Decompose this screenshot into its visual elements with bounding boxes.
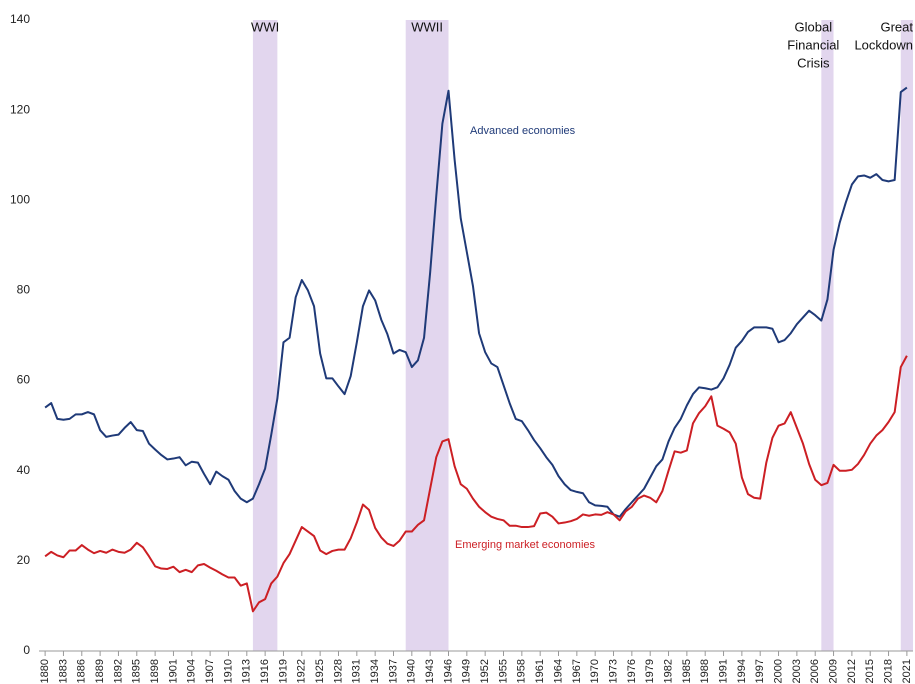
x-tick-label: 1988 [699,659,711,683]
x-tick-label: 2006 [809,659,821,683]
x-tick-label: 1955 [497,659,509,683]
x-tick-label: 1997 [754,659,766,683]
period-label: Financial [787,37,839,52]
series-line [44,355,908,613]
period-label: Crisis [797,55,830,70]
x-tick-label: 2018 [882,659,894,683]
x-tick-label: 1883 [57,659,69,683]
x-tick-label: 1991 [717,659,729,683]
x-tick-label: 1967 [571,659,583,683]
x-tick-label: 1973 [607,659,619,683]
x-tick-label: 1994 [736,659,748,683]
x-tick-label: 1886 [76,659,88,683]
y-tick-label: 80 [17,283,31,297]
x-tick-label: 1898 [149,659,161,683]
x-tick-label: 1910 [222,659,234,683]
series-line [44,86,908,518]
x-tick-label: 1901 [167,659,179,683]
x-tick-label: 1934 [369,659,381,683]
period-label: Global [795,19,833,34]
period-label: WWII [411,19,443,34]
x-tick-label: 2000 [772,659,784,683]
x-tick-label: 1961 [534,659,546,683]
x-tick-label: 2021 [901,659,913,683]
x-tick-label: 1979 [644,659,656,683]
period-label: WWI [251,19,279,34]
period-label: Lockdown [854,37,913,52]
x-tick-label: 1943 [424,659,436,683]
x-tick-label: 2003 [791,659,803,683]
x-tick-label: 1940 [406,659,418,683]
y-tick-label: 100 [10,192,30,206]
period-band [821,20,834,651]
x-tick-label: 1880 [39,659,51,683]
y-tick-label: 60 [17,373,31,387]
x-tick-label: 1913 [241,659,253,683]
x-tick-label: 2015 [864,659,876,683]
x-tick-label: 1964 [552,659,564,683]
y-tick-label: 40 [17,463,31,477]
x-tick-label: 1976 [626,659,638,683]
x-tick-label: 1937 [387,659,399,683]
y-tick-label: 140 [10,12,30,26]
x-tick-label: 1952 [479,659,491,683]
x-tick-label: 1949 [461,659,473,683]
x-tick-label: 2009 [827,659,839,683]
x-tick-label: 1892 [112,659,124,683]
x-tick-label: 1970 [589,659,601,683]
x-tick-label: 2012 [846,659,858,683]
x-tick-label: 1931 [351,659,363,683]
x-tick-label: 1904 [186,659,198,683]
period-band [252,20,278,651]
x-tick-label: 1895 [131,659,143,683]
x-tick-label: 1925 [314,659,326,683]
period-band [900,20,913,651]
y-tick-label: 20 [17,553,31,567]
series-label: Emerging market economies [455,539,596,551]
x-tick-label: 1928 [332,659,344,683]
y-tick-label: 0 [23,643,30,657]
x-tick-label: 1919 [277,659,289,683]
period-band [405,20,449,651]
x-tick-label: 1985 [681,659,693,683]
x-tick-label: 1982 [662,659,674,683]
x-tick-label: 1922 [296,659,308,683]
x-tick-label: 1946 [442,659,454,683]
x-tick-label: 1889 [94,659,106,683]
period-label: Great [880,19,913,34]
x-tick-label: 1916 [259,659,271,683]
x-tick-label: 1958 [516,659,528,683]
x-tick-label: 1907 [204,659,216,683]
series-label: Advanced economies [470,125,576,137]
y-tick-label: 120 [10,102,30,116]
